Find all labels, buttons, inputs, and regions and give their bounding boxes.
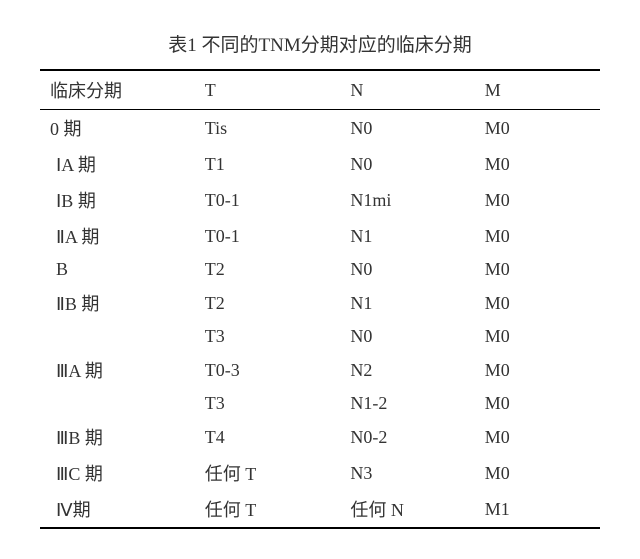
cell-n: N0 (342, 321, 476, 352)
cell-t: 任何 T (197, 455, 343, 491)
cell-t: T2 (197, 254, 343, 285)
col-header-m: M (477, 70, 600, 110)
cell-t: T3 (197, 321, 343, 352)
cell-t: T0-1 (197, 182, 343, 218)
cell-t: Tis (197, 110, 343, 147)
table-row: ⅡA 期 T0-1 N1 M0 (40, 218, 600, 254)
cell-stage: ⅢB 期 (40, 419, 197, 455)
cell-t: T2 (197, 285, 343, 321)
table-row: ⅢC 期 任何 T N3 M0 (40, 455, 600, 491)
cell-m: M0 (477, 218, 600, 254)
cell-stage: ⅢC 期 (40, 455, 197, 491)
cell-t: T0-3 (197, 352, 343, 388)
table-row: T3 N1-2 M0 (40, 388, 600, 419)
cell-stage (40, 388, 197, 419)
cell-m: M0 (477, 352, 600, 388)
cell-stage: 0 期 (40, 110, 197, 147)
table-row: B T2 N0 M0 (40, 254, 600, 285)
cell-n: N1-2 (342, 388, 476, 419)
cell-n: 任何 N (342, 491, 476, 528)
table-row: T3 N0 M0 (40, 321, 600, 352)
table-body: 0 期 Tis N0 M0 ⅠA 期 T1 N0 M0 ⅠB 期 T0-1 N1… (40, 110, 600, 529)
cell-n: N1mi (342, 182, 476, 218)
cell-t: T0-1 (197, 218, 343, 254)
table-row: ⅠB 期 T0-1 N1mi M0 (40, 182, 600, 218)
cell-m: M0 (477, 146, 600, 182)
cell-t: 任何 T (197, 491, 343, 528)
table-row: Ⅳ期 任何 T 任何 N M1 (40, 491, 600, 528)
table-header-row: 临床分期 T N M (40, 70, 600, 110)
cell-t: T1 (197, 146, 343, 182)
cell-m: M0 (477, 419, 600, 455)
cell-n: N0 (342, 110, 476, 147)
col-header-stage: 临床分期 (40, 70, 197, 110)
cell-stage: ⅠA 期 (40, 146, 197, 182)
cell-stage (40, 321, 197, 352)
cell-m: M0 (477, 455, 600, 491)
cell-n: N0 (342, 254, 476, 285)
cell-n: N0-2 (342, 419, 476, 455)
cell-m: M0 (477, 321, 600, 352)
table-row: 0 期 Tis N0 M0 (40, 110, 600, 147)
tnm-staging-table: 临床分期 T N M 0 期 Tis N0 M0 ⅠA 期 T1 N0 M0 Ⅰ… (40, 69, 600, 529)
cell-m: M0 (477, 388, 600, 419)
cell-stage: ⅠB 期 (40, 182, 197, 218)
cell-n: N1 (342, 218, 476, 254)
cell-m: M1 (477, 491, 600, 528)
cell-t: T4 (197, 419, 343, 455)
cell-stage: B (40, 254, 197, 285)
cell-n: N2 (342, 352, 476, 388)
cell-n: N0 (342, 146, 476, 182)
cell-m: M0 (477, 110, 600, 147)
cell-m: M0 (477, 285, 600, 321)
table-caption: 表1 不同的TNM分期对应的临床分期 (40, 30, 600, 57)
cell-n: N3 (342, 455, 476, 491)
cell-t: T3 (197, 388, 343, 419)
cell-n: N1 (342, 285, 476, 321)
cell-m: M0 (477, 254, 600, 285)
cell-stage: ⅡB 期 (40, 285, 197, 321)
col-header-t: T (197, 70, 343, 110)
table-row: ⅠA 期 T1 N0 M0 (40, 146, 600, 182)
cell-m: M0 (477, 182, 600, 218)
cell-stage: ⅢA 期 (40, 352, 197, 388)
table-row: ⅢB 期 T4 N0-2 M0 (40, 419, 600, 455)
table-row: ⅡB 期 T2 N1 M0 (40, 285, 600, 321)
col-header-n: N (342, 70, 476, 110)
table-row: ⅢA 期 T0-3 N2 M0 (40, 352, 600, 388)
cell-stage: ⅡA 期 (40, 218, 197, 254)
cell-stage: Ⅳ期 (40, 491, 197, 528)
